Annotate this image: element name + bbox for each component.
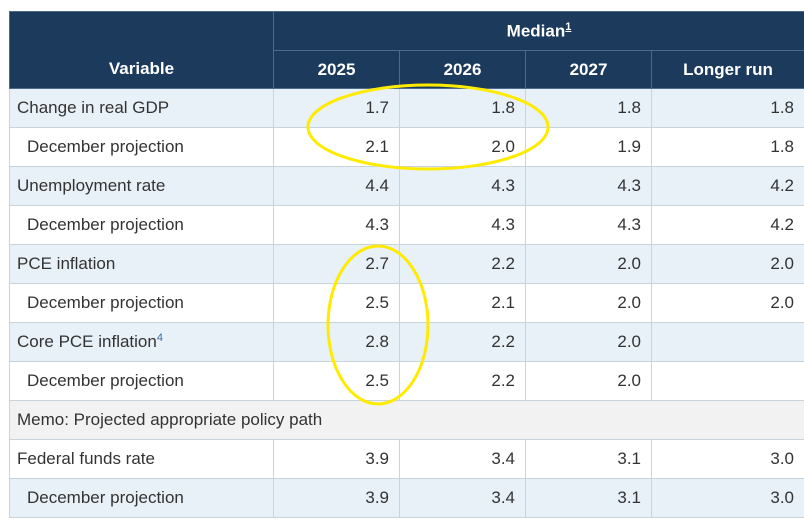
median-header: Median1 — [273, 11, 804, 51]
value-cell: 4.3 — [525, 166, 652, 206]
row-label: Change in real GDP — [9, 88, 274, 128]
row-label: Unemployment rate — [9, 166, 274, 206]
row-label: PCE inflation — [9, 244, 274, 284]
value-cell: 2.0 — [525, 244, 652, 284]
value-cell: 3.9 — [273, 478, 400, 518]
table-row: Unemployment rate 4.4 4.3 4.3 4.2 — [9, 166, 804, 206]
memo-label: Memo: Projected appropriate policy path — [9, 400, 804, 440]
value-cell — [651, 361, 804, 401]
table-row: December projection 3.9 3.4 3.1 3.0 — [9, 478, 804, 518]
value-cell: 2.0 — [651, 283, 804, 323]
year-column-header: 2025 — [273, 50, 400, 89]
value-cell: 3.1 — [525, 439, 652, 479]
year-column-header: 2026 — [399, 50, 526, 89]
table-row: December projection 2.1 2.0 1.9 1.8 — [9, 127, 804, 167]
value-cell: 1.8 — [651, 127, 804, 167]
projections-table-container: Variable Median1 2025 2026 2027 Longer r… — [9, 11, 804, 518]
value-cell: 2.0 — [651, 244, 804, 284]
value-cell: 1.9 — [525, 127, 652, 167]
value-cell: 2.5 — [273, 283, 400, 323]
value-cell: 2.8 — [273, 322, 400, 362]
median-footnote-link[interactable]: 1 — [565, 20, 572, 33]
median-label: Median — [506, 21, 566, 41]
value-cell: 3.0 — [651, 439, 804, 479]
value-cell: 4.2 — [651, 166, 804, 206]
value-cell: 2.0 — [525, 322, 652, 362]
value-cell: 2.7 — [273, 244, 400, 284]
table-row: Change in real GDP 1.7 1.8 1.8 1.8 — [9, 88, 804, 128]
row-label: December projection — [9, 205, 274, 245]
value-cell: 2.0 — [399, 127, 526, 167]
value-cell: 2.1 — [399, 283, 526, 323]
year-column-header: 2027 — [525, 50, 652, 89]
value-cell: 2.0 — [525, 283, 652, 323]
table-row: Core PCE inflation4 2.8 2.2 2.0 — [9, 322, 804, 362]
row-label: December projection — [9, 478, 274, 518]
row-label: December projection — [9, 127, 274, 167]
value-cell — [651, 322, 804, 362]
value-cell: 3.4 — [399, 478, 526, 518]
value-cell: 4.2 — [651, 205, 804, 245]
variable-column-header: Variable — [9, 11, 274, 89]
table-row: December projection 2.5 2.2 2.0 — [9, 361, 804, 401]
value-cell: 2.0 — [525, 361, 652, 401]
row-label: December projection — [9, 283, 274, 323]
row-label: Federal funds rate — [9, 439, 274, 479]
value-cell: 3.1 — [525, 478, 652, 518]
value-cell: 3.4 — [399, 439, 526, 479]
value-cell: 2.5 — [273, 361, 400, 401]
value-cell: 1.7 — [273, 88, 400, 128]
value-cell: 1.8 — [525, 88, 652, 128]
value-cell: 2.2 — [399, 361, 526, 401]
table-row: PCE inflation 2.7 2.2 2.0 2.0 — [9, 244, 804, 284]
economic-projections-table: Variable Median1 2025 2026 2027 Longer r… — [9, 11, 804, 518]
value-cell: 4.3 — [399, 205, 526, 245]
value-cell: 2.1 — [273, 127, 400, 167]
table-row: December projection 4.3 4.3 4.3 4.2 — [9, 205, 804, 245]
value-cell: 3.9 — [273, 439, 400, 479]
row-label: Core PCE inflation — [17, 332, 157, 351]
value-cell: 4.3 — [399, 166, 526, 206]
row-label: December projection — [9, 361, 274, 401]
longer-run-column-header: Longer run — [651, 50, 804, 89]
value-cell: 3.0 — [651, 478, 804, 518]
row-label-cell: Core PCE inflation4 — [9, 322, 274, 362]
value-cell: 2.2 — [399, 322, 526, 362]
memo-row: Memo: Projected appropriate policy path — [9, 400, 804, 440]
value-cell: 2.2 — [399, 244, 526, 284]
table-row: December projection 2.5 2.1 2.0 2.0 — [9, 283, 804, 323]
footnote-link[interactable]: 4 — [156, 332, 163, 344]
value-cell: 1.8 — [651, 88, 804, 128]
value-cell: 4.3 — [273, 205, 400, 245]
value-cell: 4.4 — [273, 166, 400, 206]
table-row: Federal funds rate 3.9 3.4 3.1 3.0 — [9, 439, 804, 479]
value-cell: 4.3 — [525, 205, 652, 245]
value-cell: 1.8 — [399, 88, 526, 128]
